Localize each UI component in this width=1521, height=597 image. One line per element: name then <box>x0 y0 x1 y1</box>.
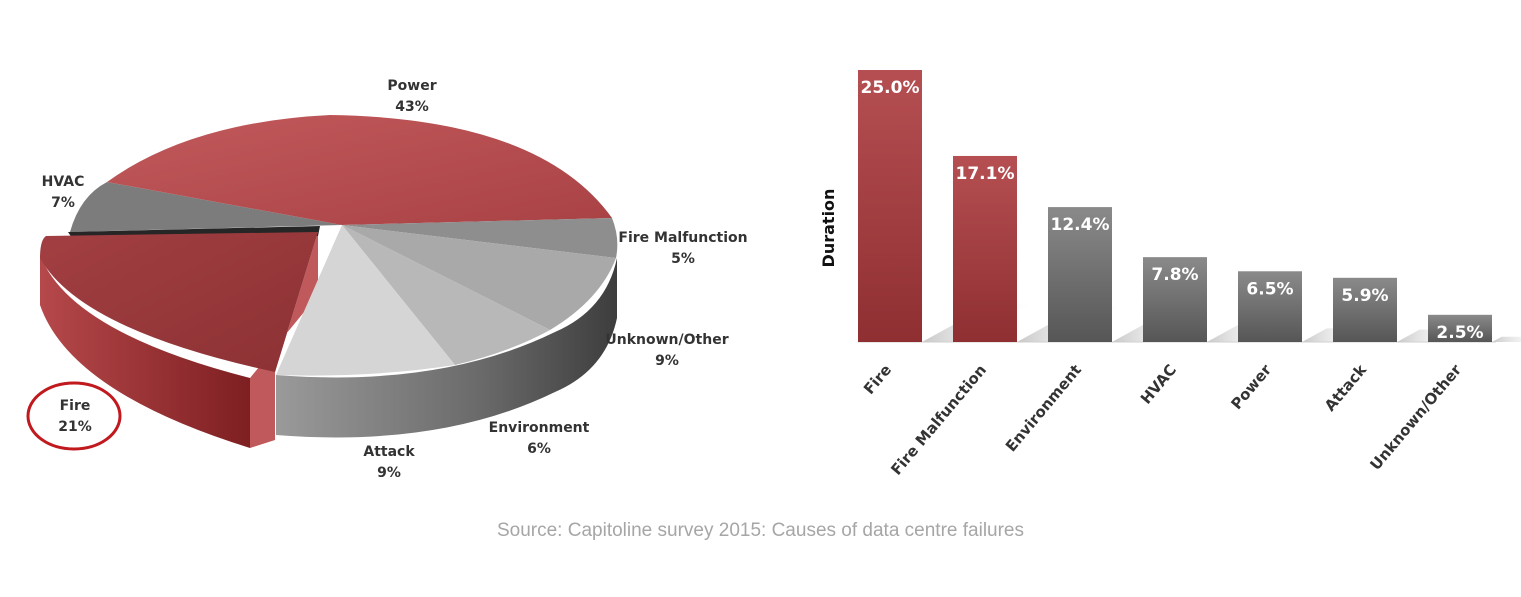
bar-value-attack: 5.9% <box>1341 286 1388 306</box>
bar-value-power: 6.5% <box>1246 279 1293 299</box>
pie-slice-fire <box>40 232 318 372</box>
bar-value-fire-malfunction: 17.1% <box>956 164 1015 184</box>
bar-power <box>1238 271 1302 342</box>
pie-value-environment: 6% <box>527 441 551 457</box>
pie-slice-power <box>107 115 612 225</box>
pie-chart <box>40 115 618 448</box>
bar-tick-attack: Attack <box>1321 360 1371 414</box>
bar-fire-malfunction <box>953 155 1017 342</box>
pie-label-hvac: HVAC <box>42 174 85 190</box>
pie-value-attack: 9% <box>377 465 401 481</box>
bar-tick-power: Power <box>1227 361 1275 413</box>
pie-value-power: 43% <box>395 99 429 115</box>
bar-attack <box>1333 277 1397 342</box>
bar-tick-fire: Fire <box>860 361 895 398</box>
bar-hvac <box>1143 257 1207 342</box>
bar-tick-environment: Environment <box>1002 361 1085 455</box>
pie-side-gray <box>276 258 617 438</box>
bar-fire <box>858 70 922 342</box>
pie-slice-hvac <box>70 182 342 232</box>
pie-value-fire-malfunction: 5% <box>671 251 695 267</box>
pie-slice-unknown-other <box>342 225 616 330</box>
pie-label-fire: Fire <box>60 398 91 414</box>
bar-environment <box>1048 207 1112 342</box>
bar-y-axis-label: Duration <box>819 189 838 268</box>
pie-label-attack: Attack <box>363 444 415 460</box>
pie-value-unknown-other: 9% <box>655 353 679 369</box>
fire-highlight-ring <box>26 381 122 451</box>
bar-unknown-other <box>1428 314 1492 342</box>
pie-side-fire <box>40 255 250 448</box>
bar-tick-unknown-other: Unknown/Other <box>1366 361 1465 474</box>
bar-tick-hvac: HVAC <box>1137 361 1180 408</box>
pie-slice-environment <box>342 225 550 365</box>
pie-slice-attack <box>276 225 455 376</box>
source-caption: Source: Capitoline survey 2015: Causes o… <box>496 520 1025 541</box>
pie-slice-fire-malfunction <box>342 218 618 258</box>
bar-value-unknown-other: 2.5% <box>1436 323 1483 343</box>
pie-value-hvac: 7% <box>51 195 75 211</box>
bar-chart: Duration 25.0% 17.1% 12.4% 7.8% 6.5% 5.9% 2.5%… <box>819 70 1521 479</box>
bar-tick-fire-malfunction: Fire Malfunction <box>887 361 990 479</box>
bar-value-hvac: 7.8% <box>1151 265 1198 285</box>
bar-shadow-unknown-other <box>1492 336 1521 342</box>
pie-label-power: Power <box>387 78 436 94</box>
pie-label-environment: Environment <box>489 420 590 436</box>
bar-value-environment: 12.4% <box>1051 215 1110 235</box>
pie-value-fire: 21% <box>58 419 92 435</box>
pie-label-fire-malfunction: Fire Malfunction <box>618 230 747 246</box>
bar-value-fire: 25.0% <box>861 78 920 98</box>
pie-label-unknown-other: Unknown/Other <box>605 332 728 348</box>
pie-labels: Power 43% Fire Malfunction 5% Unknown/Ot… <box>42 78 748 481</box>
